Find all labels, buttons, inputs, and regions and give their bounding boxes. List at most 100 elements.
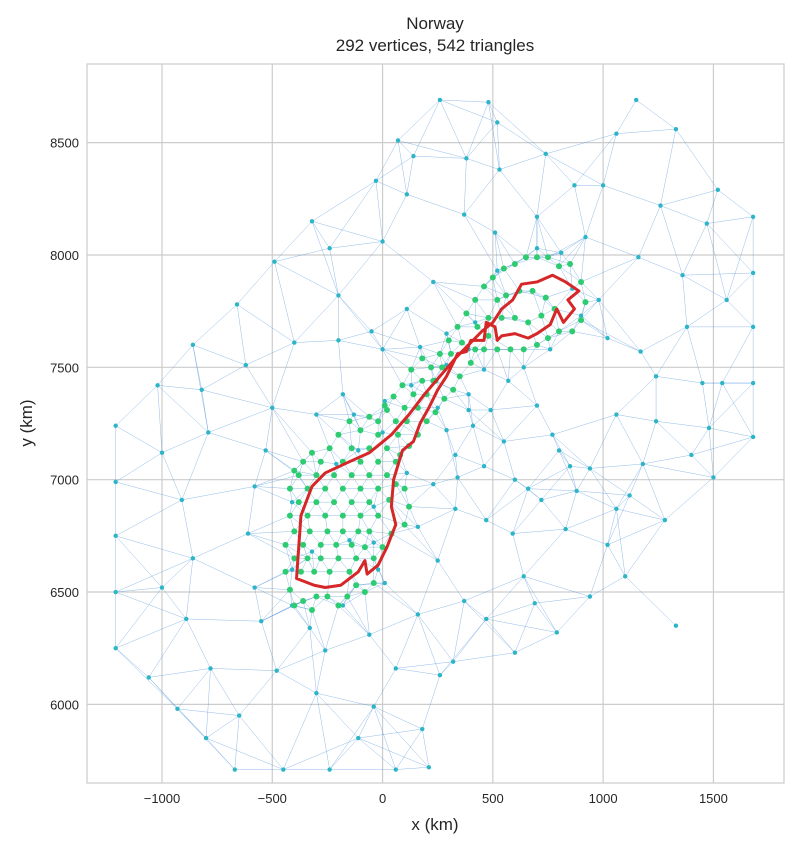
mesh-edge (377, 515, 392, 534)
outer-vertex-point (638, 349, 643, 354)
mesh-edge (459, 376, 469, 395)
mesh-edge (157, 344, 194, 386)
outer-vertex-point (375, 567, 381, 572)
inner-vertex-point (556, 328, 563, 335)
outer-vertex-point (534, 403, 540, 408)
outer-vertex-point (411, 153, 416, 159)
mesh-edge (404, 506, 410, 525)
outer-vertex-point (373, 178, 379, 184)
mesh-edge (523, 349, 551, 368)
outer-vertex-point (622, 574, 628, 579)
mesh-edge (463, 158, 467, 215)
mesh-edge (389, 499, 419, 528)
mesh-edge (638, 256, 683, 276)
mesh-edge (497, 122, 500, 170)
mesh-edge (439, 99, 489, 103)
mesh-edge (413, 155, 467, 159)
mesh-edge (210, 668, 277, 671)
mesh-edge (589, 544, 608, 597)
mesh-edge (316, 394, 344, 415)
mesh-edge (382, 349, 423, 359)
mesh-edge (324, 605, 339, 651)
mesh-edge (453, 652, 515, 662)
outer-vertex-point (371, 504, 376, 509)
mesh-edge (492, 277, 498, 300)
mesh-edge (541, 466, 571, 501)
mesh-edge (625, 576, 677, 626)
mesh-edge (497, 122, 546, 155)
inner-vertex-point (304, 512, 311, 519)
mesh-edges (115, 99, 754, 770)
mesh-edge (192, 533, 249, 559)
mesh-edge (722, 382, 754, 438)
mesh-edge (406, 156, 414, 195)
inner-vertex-point (311, 568, 318, 575)
mesh-edge (536, 216, 549, 258)
mesh-edge (181, 499, 194, 559)
outer-vertex-point (501, 439, 507, 444)
mesh-edge (494, 232, 527, 258)
mesh-edge (547, 331, 573, 339)
outer-vertex-point (640, 461, 646, 467)
outer-vertex-point (382, 398, 387, 404)
mesh-edge (483, 286, 507, 296)
mesh-edge (536, 405, 553, 435)
outer-vertex-point (587, 594, 593, 599)
outer-vertex-point (340, 603, 346, 608)
mesh-edge (580, 281, 586, 303)
outer-vertex-point (481, 463, 487, 469)
mesh-edge (358, 706, 374, 739)
outer-vertex-point (673, 126, 679, 132)
mesh-edge (360, 515, 370, 532)
outer-vertex-point (720, 380, 725, 386)
mesh-edge (580, 299, 599, 316)
outer-vertex-point (327, 767, 332, 772)
mesh-edge (457, 477, 487, 521)
inner-vertex-point (375, 512, 382, 519)
mesh-edge (338, 295, 372, 332)
mesh-edge (338, 241, 383, 296)
mesh-edge (541, 297, 547, 316)
mesh-edge (616, 495, 630, 510)
inner-vertex-point (333, 541, 340, 548)
mesh-edge (417, 600, 465, 615)
mesh-edge (201, 389, 209, 433)
mesh-edge (349, 421, 352, 449)
mesh-edge (503, 405, 538, 442)
mesh-edge (316, 414, 339, 435)
outer-vertices (113, 97, 756, 772)
mesh-edge (302, 461, 317, 476)
mesh-edge (309, 609, 313, 628)
outer-vertex-point (684, 324, 690, 330)
mesh-edge (115, 618, 187, 649)
mesh-edge (464, 576, 524, 602)
outer-vertex-point (534, 214, 540, 219)
mesh-edge (402, 369, 412, 386)
y-tick-label: 7000 (50, 473, 79, 488)
mesh-edge (558, 315, 582, 332)
mesh-edge (342, 394, 370, 417)
mesh-edge (311, 221, 330, 249)
mesh-edge (490, 405, 537, 411)
mesh-edge (437, 560, 465, 602)
y-tick-label: 8000 (50, 248, 79, 263)
mesh-edge (157, 385, 209, 433)
inner-vertex-point (326, 445, 333, 452)
mesh-edge (426, 421, 447, 431)
outer-vertex-point (653, 374, 659, 379)
mesh-edge (404, 524, 438, 561)
inner-vertex-point (317, 555, 324, 562)
inner-vertex-point (291, 555, 298, 562)
inner-vertex-point (381, 402, 388, 409)
outer-vertex-point (614, 131, 619, 136)
outer-vertex-point (488, 407, 493, 413)
mesh-edge (115, 499, 182, 537)
mesh-edge (561, 236, 586, 253)
inner-vertex-point (326, 568, 333, 575)
x-tick-label: 500 (482, 791, 504, 806)
mesh-edge (289, 470, 295, 489)
inner-vertex-point (324, 528, 331, 535)
inner-vertex-point (300, 458, 307, 465)
mesh-edge (589, 468, 617, 510)
mesh-edge (497, 299, 502, 318)
